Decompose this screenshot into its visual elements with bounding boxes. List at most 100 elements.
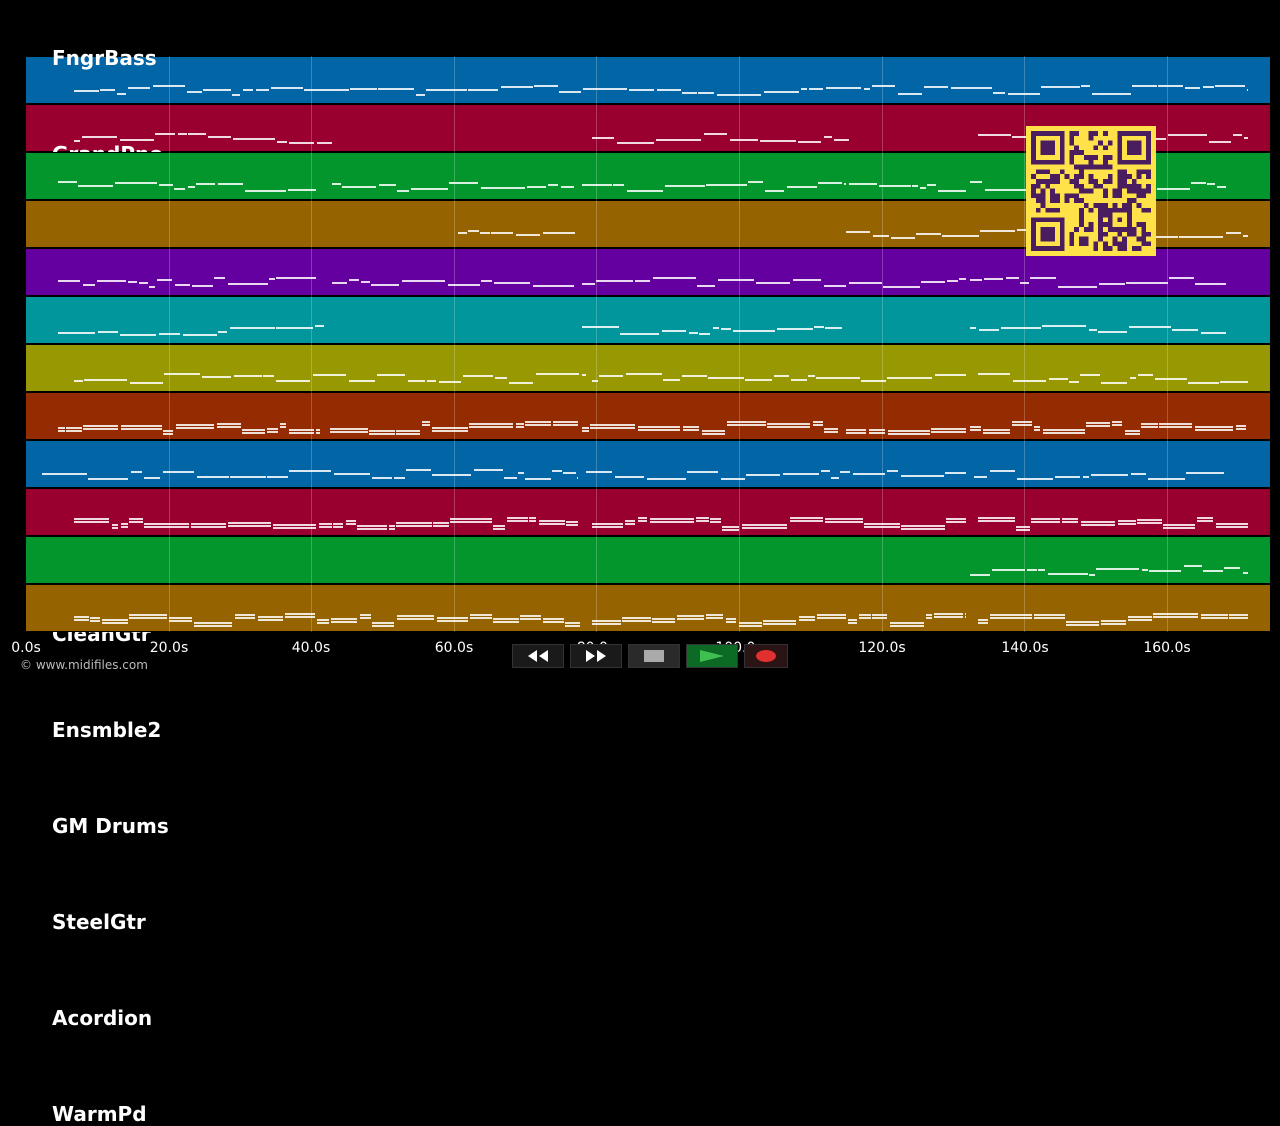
- note-bar: [289, 432, 314, 434]
- note-bar: [191, 523, 226, 525]
- track-label: Acordion: [52, 1006, 153, 1030]
- gridline: [596, 56, 597, 632]
- note-bar: [1017, 478, 1053, 480]
- note-bar: [1043, 432, 1085, 434]
- note-bar: [756, 282, 790, 284]
- note-bar: [617, 142, 654, 144]
- note-bar: [1220, 381, 1248, 383]
- note-bar: [163, 471, 194, 473]
- note-bar: [901, 525, 945, 527]
- play-icon: [700, 650, 724, 662]
- note-bar: [233, 138, 275, 140]
- note-bar: [317, 622, 329, 624]
- note-bar: [319, 523, 332, 525]
- note-bar: [245, 190, 286, 192]
- note-bar: [1217, 186, 1226, 188]
- note-bar: [622, 617, 651, 619]
- note-bar: [582, 374, 586, 376]
- note-bar: [74, 518, 109, 520]
- track-lane: Ensmble2: [26, 392, 1270, 741]
- note-bar: [520, 618, 541, 620]
- note-bar: [582, 283, 595, 285]
- track-lane: WarmPd: [26, 584, 1270, 1125]
- note-bar: [331, 618, 357, 620]
- note-bar: [267, 428, 278, 430]
- track-label: SteelGtr: [52, 910, 146, 934]
- note-bar: [372, 477, 392, 479]
- note-bar: [783, 473, 819, 475]
- note-bar: [849, 183, 877, 185]
- note-bar: [507, 517, 528, 519]
- note-bar: [271, 87, 303, 89]
- note-bar: [422, 421, 430, 423]
- note-bar: [197, 476, 229, 478]
- note-bar: [890, 625, 924, 627]
- note-bar: [218, 183, 243, 185]
- stop-button[interactable]: [628, 644, 680, 668]
- note-bar: [1215, 85, 1245, 87]
- time-tick: 120.0s: [858, 640, 906, 656]
- note-bar: [901, 475, 944, 477]
- note-bar: [84, 379, 127, 381]
- note-bar: [331, 621, 357, 623]
- note-bar: [242, 429, 265, 431]
- note-bar: [702, 430, 725, 432]
- note-bar: [317, 142, 332, 144]
- note-bar: [859, 617, 871, 619]
- note-bar: [433, 522, 449, 524]
- note-bar: [1069, 381, 1079, 383]
- note-bar: [1058, 286, 1097, 288]
- note-bar: [926, 614, 932, 616]
- note-bar: [1243, 235, 1248, 237]
- note-bar: [945, 472, 966, 474]
- note-bar: [1155, 378, 1187, 380]
- note-bar: [164, 373, 200, 375]
- note-bar: [1163, 527, 1195, 529]
- note-bar: [565, 622, 580, 624]
- note-bar: [1203, 86, 1214, 88]
- note-bar: [1062, 521, 1078, 523]
- note-bar: [1185, 87, 1200, 89]
- note-bar: [993, 92, 1005, 94]
- note-bar: [1201, 617, 1228, 619]
- note-bar: [1236, 428, 1246, 430]
- note-bar: [450, 518, 492, 520]
- note-bar: [818, 182, 842, 184]
- note-bar: [276, 277, 316, 279]
- note-bar: [432, 427, 468, 429]
- note-bar: [1030, 277, 1056, 279]
- note-bar: [1203, 570, 1223, 572]
- record-button[interactable]: [744, 644, 788, 668]
- note-bar: [1244, 137, 1248, 139]
- play-button[interactable]: [686, 644, 738, 668]
- note-bar: [527, 186, 546, 188]
- note-bar: [942, 235, 979, 237]
- note-bar: [825, 521, 863, 523]
- note-bar: [626, 373, 662, 375]
- note-bar: [520, 615, 541, 617]
- note-bar: [657, 89, 681, 91]
- note-bar: [984, 278, 1003, 280]
- note-bar: [66, 427, 82, 429]
- note-bar: [518, 472, 524, 474]
- fast-forward-button[interactable]: [570, 644, 622, 668]
- note-bar: [1233, 134, 1242, 136]
- note-bar: [369, 430, 395, 432]
- note-bar: [825, 327, 842, 329]
- note-bar: [144, 526, 189, 528]
- rewind-button[interactable]: [512, 644, 564, 668]
- note-bar: [256, 89, 269, 91]
- note-bar: [615, 476, 644, 478]
- note-bar: [228, 522, 271, 524]
- note-bar: [682, 375, 707, 377]
- note-bar: [121, 425, 162, 427]
- note-bar: [159, 333, 180, 335]
- note-bar: [267, 431, 278, 433]
- note-bar: [377, 374, 405, 376]
- note-bar: [647, 478, 686, 480]
- note-bar: [791, 379, 807, 381]
- note-bar: [402, 280, 445, 282]
- note-bar: [534, 85, 558, 87]
- note-bar: [406, 469, 431, 471]
- note-bar: [100, 89, 115, 91]
